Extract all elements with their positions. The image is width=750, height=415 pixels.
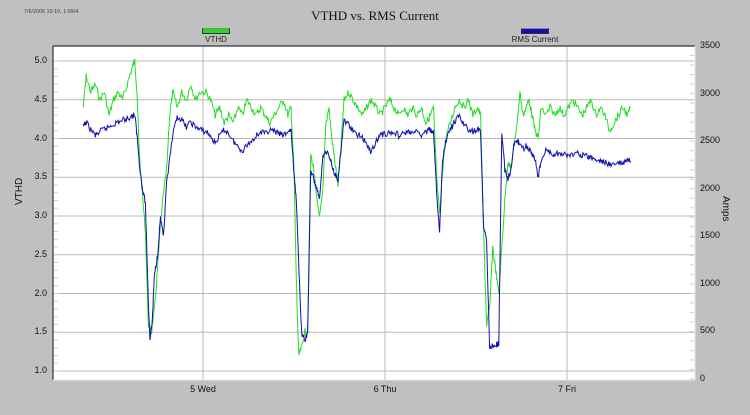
y2-tick-label: 2500 bbox=[700, 135, 721, 146]
chart-title: VTHD vs. RMS Current bbox=[311, 8, 439, 23]
y2-tick-label: 500 bbox=[700, 325, 716, 336]
y-tick-label: 4.5 bbox=[34, 93, 47, 104]
y-tick-label: 3.0 bbox=[34, 210, 47, 220]
plot-background bbox=[53, 46, 695, 380]
series-line-rms-current bbox=[82, 112, 632, 350]
legend-label-rms-current: RMS Current bbox=[511, 35, 559, 44]
series-line-vthd bbox=[82, 58, 631, 356]
right-axis-label: Amps bbox=[720, 196, 731, 222]
y-tick-label: 2.0 bbox=[34, 287, 47, 298]
legend-swatch-rms-current bbox=[521, 28, 549, 34]
y-tick-label: 1.0 bbox=[34, 365, 47, 375]
x-tick-label: 5 Wed bbox=[190, 384, 216, 394]
gridlines bbox=[53, 45, 695, 380]
left-axis-label: VTHD bbox=[14, 177, 25, 205]
legend-item-vthd: VTHD bbox=[198, 28, 234, 44]
y-tick-label: 4.0 bbox=[34, 132, 47, 143]
series-lines bbox=[82, 58, 632, 356]
y2-tick-label: 1500 bbox=[700, 230, 721, 241]
y-tick-label: 5.0 bbox=[34, 55, 47, 65]
timestamp-text: 7/6/2005 10:10, 1:09/4 bbox=[24, 9, 79, 15]
legend-label-vthd: VTHD bbox=[205, 35, 227, 44]
x-tick-label: 6 Thu bbox=[373, 384, 397, 394]
y2-tick-label: 3000 bbox=[700, 87, 721, 98]
y-tick-label: 3.5 bbox=[34, 171, 47, 182]
y-tick-label: 1.5 bbox=[34, 326, 47, 337]
legend-item-rms-current: RMS Current bbox=[505, 28, 565, 44]
y-tick-label: 2.5 bbox=[34, 248, 47, 259]
x-tick-label: 7 Fri bbox=[558, 384, 576, 394]
y2-tick-label: 0 bbox=[700, 373, 706, 383]
y2-tick-label: 3500 bbox=[700, 40, 721, 50]
y2-tick-label: 2000 bbox=[700, 182, 721, 193]
y2-tick-label: 1000 bbox=[700, 277, 721, 288]
legend-swatch-vthd bbox=[202, 28, 230, 34]
